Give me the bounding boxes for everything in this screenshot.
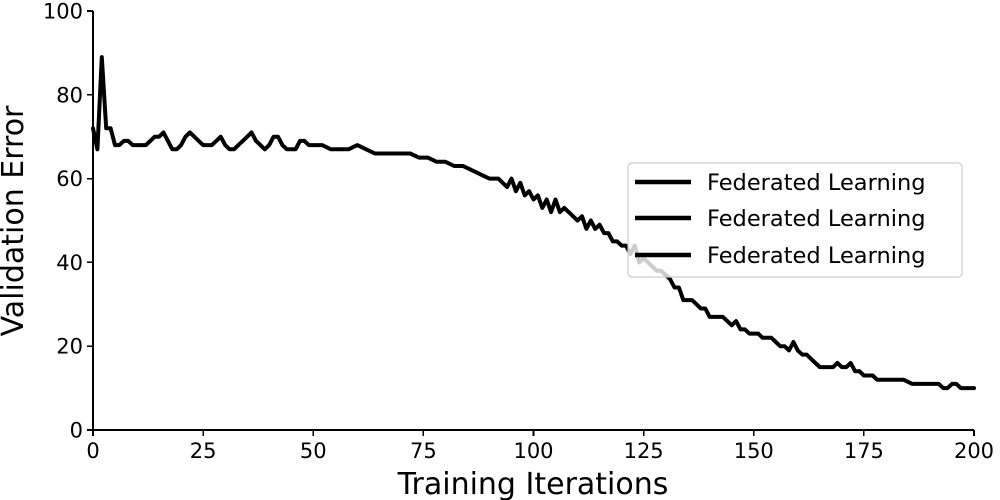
x-tick-label: 100 (513, 439, 553, 463)
x-tick-label: 25 (190, 439, 217, 463)
x-tick-label: 175 (844, 439, 884, 463)
x-tick-label: 125 (624, 439, 664, 463)
x-tick-label: 50 (300, 439, 327, 463)
axes: 0 25 50 75 100 125 150 175 200 0 20 40 60 80 100 (43, 0, 994, 463)
y-tick-label: 80 (56, 83, 83, 107)
legend: Federated Learning Federated Learning Fe… (627, 162, 963, 278)
y-tick-label: 40 (56, 251, 83, 275)
series-layer (91, 55, 976, 391)
x-tick-label: 75 (410, 439, 437, 463)
legend-entry-1: Federated Learning (707, 170, 926, 196)
legend-frame (627, 162, 963, 278)
y-tick-label: 20 (56, 335, 83, 359)
x-tick-label: 200 (954, 439, 994, 463)
x-axis-label: Training Iterations (397, 467, 669, 500)
y-tick-label: 100 (43, 0, 83, 24)
x-tick-label: 0 (86, 439, 99, 463)
series-line-1 (91, 55, 976, 391)
y-axis-label: Validation Error (0, 105, 31, 336)
legend-entry-3: Federated Learning (707, 243, 926, 269)
y-tick-label: 60 (56, 167, 83, 191)
y-tick-label: 0 (70, 419, 83, 443)
legend-entry-2: Federated Learning (707, 206, 926, 232)
x-tick-label: 150 (734, 439, 774, 463)
